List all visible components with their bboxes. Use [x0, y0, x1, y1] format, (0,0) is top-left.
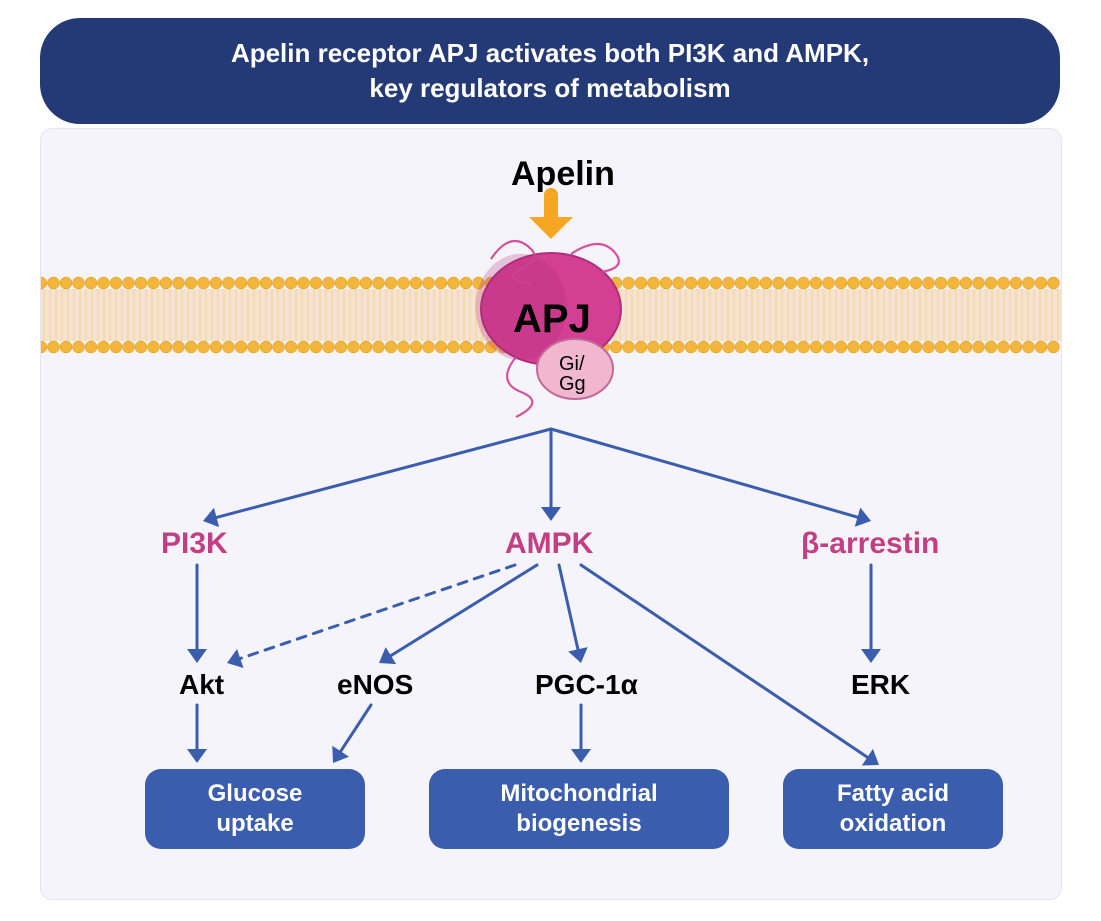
arrow-ampk-to-pgc1a — [559, 565, 588, 663]
arrow-ampk-to-fatty — [581, 565, 879, 766]
label-apj: APJ — [513, 297, 591, 342]
arrow-akt-to-glucose — [187, 705, 207, 763]
arrow-apj-to-ampk — [541, 429, 561, 521]
arrow-ampk-to-enos — [379, 565, 537, 664]
header-title-line1: Apelin receptor APJ activates both PI3K … — [231, 38, 869, 68]
arrow-pi3k-to-akt — [187, 565, 207, 663]
arrow-pgc1a-to-mito — [571, 705, 591, 763]
outcome-glucose: Glucose uptake — [145, 769, 365, 849]
arrow-apj-to-barrestin — [551, 429, 871, 527]
header-title-line2: key regulators of metabolism — [369, 73, 730, 103]
outcome-mito-l1: Mitochondrial — [500, 780, 657, 807]
label-akt: Akt — [179, 669, 224, 701]
outcome-fatty-l1: Fatty acid — [837, 780, 949, 807]
label-apelin: Apelin — [511, 155, 615, 194]
outcome-fatty-l2: oxidation — [840, 810, 947, 837]
arrow-ampk-to-akt — [227, 565, 515, 668]
label-pgc1a: PGC-1α — [535, 669, 638, 701]
label-gprotein-line2: Gg — [559, 373, 586, 396]
arrow-apj-to-pi3k — [203, 429, 551, 527]
header-banner: Apelin receptor APJ activates both PI3K … — [40, 18, 1060, 124]
outcome-mito: Mitochondrial biogenesis — [429, 769, 729, 849]
arrow-enos-to-glucose — [332, 705, 371, 763]
outcome-mito-l2: biogenesis — [516, 810, 641, 837]
label-enos: eNOS — [337, 669, 413, 701]
outcome-fatty: Fatty acid oxidation — [783, 769, 1003, 849]
outcome-glucose-l1: Glucose — [208, 780, 303, 807]
arrow-apelin-to-apj — [529, 195, 573, 239]
outcome-glucose-l2: uptake — [216, 810, 293, 837]
label-barrestin: β-arrestin — [801, 527, 939, 561]
diagram-panel: Apelin APJ Gi/ Gg PI3K AMPK β-arrestin A… — [40, 128, 1062, 900]
label-erk: ERK — [851, 669, 910, 701]
arrow-barr-to-erk — [861, 565, 881, 663]
label-ampk: AMPK — [505, 527, 593, 561]
label-pi3k: PI3K — [161, 527, 228, 561]
